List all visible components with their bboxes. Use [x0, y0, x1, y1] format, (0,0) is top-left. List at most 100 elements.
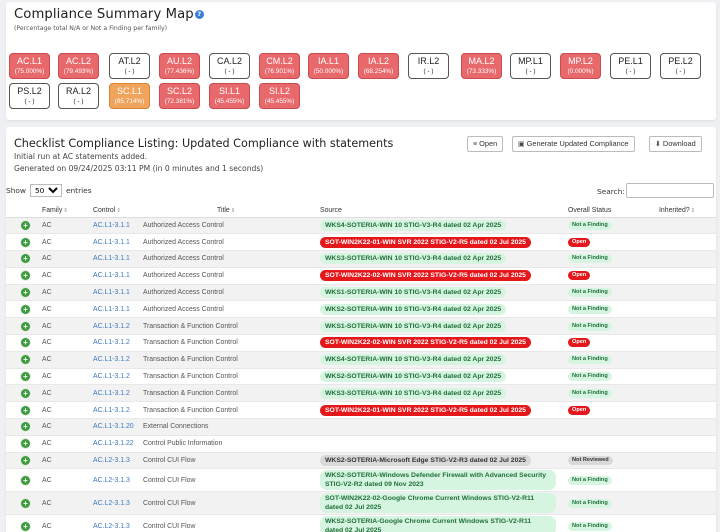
control-link[interactable]: AC.L1-3.1.2 — [93, 351, 143, 369]
family-tile[interactable]: CM.L2 (76.901%) — [259, 53, 300, 79]
expand-cell[interactable]: + — [6, 300, 42, 319]
expand-icon[interactable]: + — [21, 422, 30, 432]
status-column-header[interactable]: Overall Status — [568, 204, 659, 218]
expand-cell[interactable]: + — [6, 491, 42, 516]
expand-icon[interactable]: + — [21, 498, 30, 508]
expand-icon[interactable]: + — [21, 456, 30, 466]
control-link[interactable]: AC.L2-3.1.3 — [93, 514, 143, 532]
expand-cell[interactable]: + — [6, 368, 42, 386]
family-tile[interactable]: IA.L1 (50.000%) — [308, 53, 349, 79]
control-link[interactable]: AC.L2-3.1.3 — [93, 491, 143, 516]
expand-cell[interactable]: + — [6, 401, 42, 420]
table-row[interactable]: + AC AC.L1-3.1.2 Transaction & Function Con… — [6, 351, 716, 369]
control-link[interactable]: AC.L2-3.1.3 — [93, 452, 143, 470]
expand-icon[interactable]: + — [21, 288, 30, 298]
table-row[interactable]: + AC AC.L1-3.1.2 Transaction & Function Con… — [6, 334, 716, 352]
expand-cell[interactable]: + — [6, 418, 42, 436]
control-link[interactable]: AC.L1-3.1.1 — [93, 284, 143, 302]
title-column-header[interactable]: Title⇕ — [143, 204, 320, 218]
control-link[interactable]: AC.L1-3.1.2 — [93, 317, 143, 336]
expand-icon[interactable]: + — [21, 521, 30, 531]
table-row[interactable]: + AC AC.L1-3.1.2 Transaction & Function Con… — [6, 401, 716, 420]
expand-cell[interactable]: + — [6, 514, 42, 532]
expand-cell[interactable]: + — [6, 384, 42, 403]
download-button[interactable]: ⬇ Download — [649, 136, 702, 152]
family-tile[interactable]: AC.L1 (75.000%) — [9, 53, 50, 79]
family-tile[interactable]: SC.L1 (85.714%) — [109, 83, 150, 109]
family-tile[interactable]: AU.L2 (77.436%) — [159, 53, 200, 79]
generate-updated-compliance-button[interactable]: ▣ Generate Updated Compliance — [512, 136, 635, 152]
expand-icon[interactable]: + — [21, 405, 30, 415]
expand-icon[interactable]: + — [21, 372, 30, 382]
family-tile[interactable]: AC.L2 (79.493%) — [58, 53, 99, 79]
family-tile[interactable]: SI.L2 (45.455%) — [259, 83, 300, 109]
control-link[interactable]: AC.L1-3.1.1 — [93, 233, 143, 252]
expand-icon[interactable]: + — [21, 254, 30, 264]
expand-icon[interactable]: + — [21, 388, 30, 398]
table-row[interactable]: + AC AC.L1-3.1.1 Authorized Access Control W… — [6, 300, 716, 319]
table-row[interactable]: + AC AC.L1-3.1.1 Authorized Access Control W… — [6, 217, 716, 235]
family-tile[interactable]: RA.L2 ( - ) — [58, 83, 99, 109]
expand-icon[interactable]: + — [21, 338, 30, 348]
expand-icon[interactable]: + — [21, 304, 30, 314]
table-row[interactable]: + AC AC.L1-3.1.2 Transaction & Function Con… — [6, 317, 716, 336]
inherited-column-header[interactable]: Inherited?⇕ — [659, 204, 716, 218]
table-row[interactable]: + AC AC.L1-3.1.1 Authorized Access Control W… — [6, 250, 716, 268]
expand-cell[interactable]: + — [6, 452, 42, 470]
table-row[interactable]: + AC AC.L1-3.1.2 Transaction & Function Con… — [6, 368, 716, 386]
expand-cell[interactable]: + — [6, 351, 42, 369]
control-link[interactable]: AC.L1-3.1.2 — [93, 368, 143, 386]
table-row[interactable]: + AC AC.L1-3.1.1 Authorized Access Control S… — [6, 267, 716, 285]
entries-select[interactable]: 50 — [29, 184, 62, 197]
source-column-header[interactable]: Source — [320, 204, 568, 218]
expand-icon[interactable]: + — [21, 439, 30, 449]
expand-icon[interactable]: + — [21, 321, 30, 331]
expand-icon[interactable]: + — [21, 220, 30, 230]
expand-cell[interactable]: + — [6, 435, 42, 453]
table-row[interactable]: + AC AC.L2-3.1.3 Control CUI Flow WKS2-SOTER… — [6, 468, 716, 493]
expand-cell[interactable]: + — [6, 250, 42, 268]
help-icon[interactable]: ? — [194, 10, 204, 19]
expand-icon[interactable]: + — [21, 271, 30, 281]
family-tile[interactable]: IR.L2 ( - ) — [408, 53, 449, 79]
table-row[interactable]: + AC AC.L1-3.1.1 Authorized Access Control W… — [6, 284, 716, 302]
control-link[interactable]: AC.L1-3.1.20 — [93, 418, 143, 436]
control-link[interactable]: AC.L2-3.1.3 — [93, 468, 143, 493]
expand-cell[interactable]: + — [6, 217, 42, 235]
family-tile[interactable]: SC.L2 (72.381%) — [159, 83, 200, 109]
expand-cell[interactable]: + — [6, 267, 42, 285]
table-row[interactable]: + AC AC.L1-3.1.22 Control Public Informatio… — [6, 435, 716, 453]
table-row[interactable]: + AC AC.L2-3.1.3 Control CUI Flow WKS2-SOTER… — [6, 514, 716, 532]
family-tile[interactable]: CA.L2 ( - ) — [209, 53, 250, 79]
control-column-header[interactable]: Control⇕ — [93, 204, 143, 218]
expand-icon[interactable]: + — [21, 237, 30, 247]
family-tile[interactable]: PS.L2 ( - ) — [9, 83, 50, 109]
table-row[interactable]: + AC AC.L2-3.1.3 Control CUI Flow WKS2-SOTER… — [6, 452, 716, 470]
expand-cell[interactable]: + — [6, 468, 42, 493]
family-column-header[interactable]: Family⇕ — [42, 204, 93, 218]
table-row[interactable]: + AC AC.L1-3.1.20 External Connections — [6, 418, 716, 436]
family-tile[interactable]: MA.L2 (73.333%) — [461, 53, 502, 79]
family-tile[interactable]: AT.L2 ( - ) — [109, 53, 150, 79]
control-link[interactable]: AC.L1-3.1.22 — [93, 435, 143, 453]
family-tile[interactable]: PE.L2 ( - ) — [660, 53, 701, 79]
control-link[interactable]: AC.L1-3.1.1 — [93, 300, 143, 319]
control-link[interactable]: AC.L1-3.1.1 — [93, 217, 143, 235]
table-row[interactable]: + AC AC.L1-3.1.1 Authorized Access Control S… — [6, 233, 716, 252]
open-button[interactable]: ≡ Open — [467, 136, 504, 152]
table-row[interactable]: + AC AC.L2-3.1.3 Control CUI Flow SOT-WIN2K2… — [6, 491, 716, 516]
expand-cell[interactable]: + — [6, 334, 42, 352]
expand-cell[interactable]: + — [6, 317, 42, 336]
control-link[interactable]: AC.L1-3.1.2 — [93, 384, 143, 403]
expand-cell[interactable]: + — [6, 284, 42, 302]
search-input[interactable] — [626, 183, 714, 198]
family-tile[interactable]: PE.L1 ( - ) — [610, 53, 651, 79]
family-tile[interactable]: IA.L2 (68.254%) — [358, 53, 399, 79]
control-link[interactable]: AC.L1-3.1.2 — [93, 334, 143, 352]
expand-icon[interactable]: + — [21, 475, 30, 485]
expand-cell[interactable]: + — [6, 233, 42, 252]
family-tile[interactable]: SI.L1 (45.455%) — [209, 83, 250, 109]
control-link[interactable]: AC.L1-3.1.2 — [93, 401, 143, 420]
control-link[interactable]: AC.L1-3.1.1 — [93, 267, 143, 285]
family-tile[interactable]: MP.L1 ( - ) — [510, 53, 551, 79]
